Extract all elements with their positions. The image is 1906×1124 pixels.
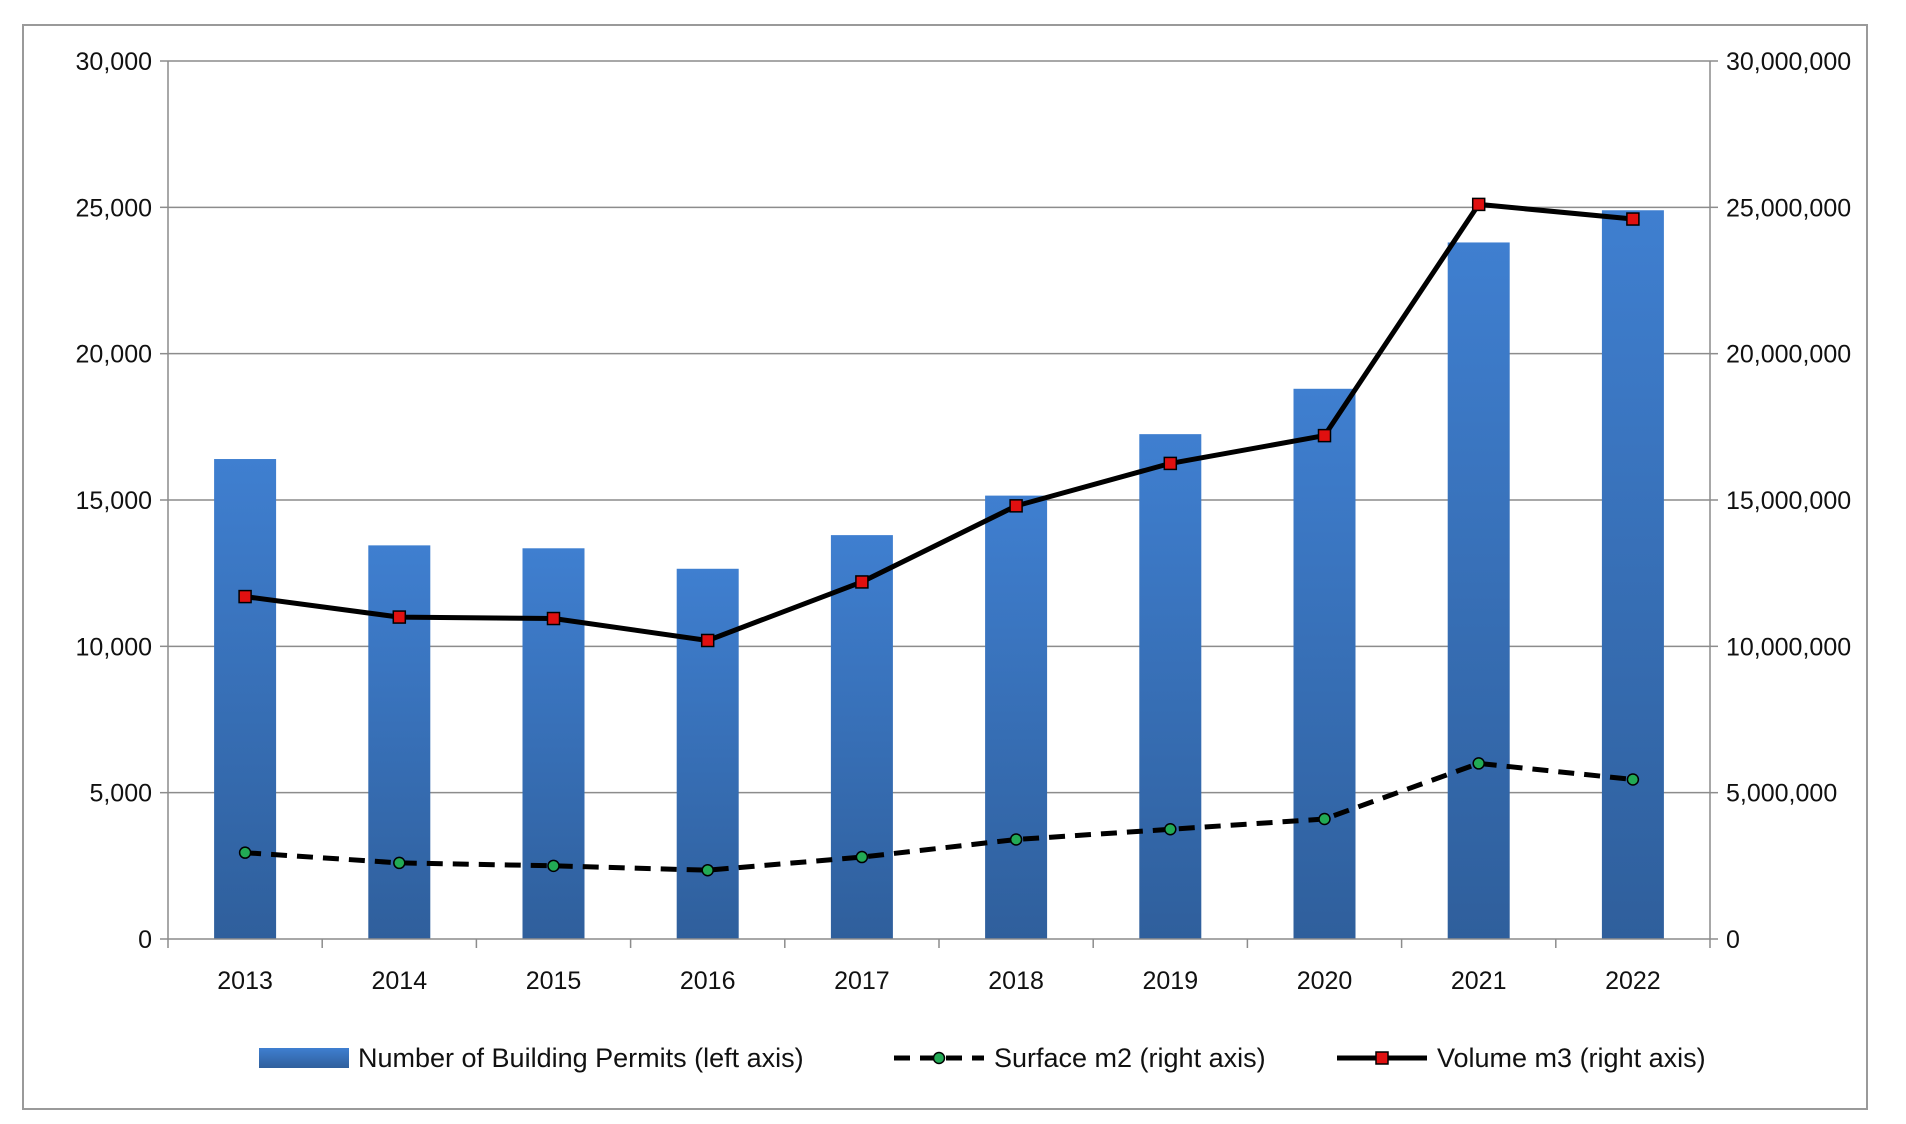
x-axis-tick-label: 2013 bbox=[217, 967, 273, 995]
data-point-surface bbox=[238, 846, 252, 859]
data-point-volume bbox=[238, 589, 252, 604]
left-axis-tick-label: 0 bbox=[138, 926, 152, 954]
left-axis-tick-label: 30,000 bbox=[76, 48, 152, 76]
bars bbox=[214, 210, 1664, 940]
bar bbox=[522, 548, 585, 939]
bar bbox=[1293, 388, 1356, 940]
data-point-surface bbox=[1318, 812, 1331, 826]
left-axis-tick-label: 10,000 bbox=[76, 633, 152, 661]
lines bbox=[238, 197, 1640, 877]
x-axis-tick-label: 2019 bbox=[1142, 967, 1198, 995]
legend: Number of Building Permits (left axis) Su… bbox=[259, 1043, 1706, 1073]
left-axis-tick-label: 20,000 bbox=[76, 341, 152, 369]
x-axis-tick-label: 2021 bbox=[1451, 967, 1507, 995]
right-axis-tick-label: 25,000,000 bbox=[1726, 194, 1851, 222]
bar bbox=[1601, 210, 1664, 939]
x-axis-tick-label: 2017 bbox=[834, 967, 890, 995]
right-axis-tick-label: 30,000,000 bbox=[1726, 48, 1851, 76]
data-point-volume bbox=[1317, 428, 1332, 443]
legend-marker-surface bbox=[932, 1051, 946, 1065]
right-axis-tick-label: 15,000,000 bbox=[1726, 487, 1851, 515]
right-axis-tick-label: 20,000,000 bbox=[1726, 341, 1851, 369]
left-axis-tick-label: 15,000 bbox=[76, 487, 152, 515]
bar bbox=[1139, 434, 1202, 939]
data-point-volume bbox=[855, 575, 869, 589]
x-axis-tick-label: 2022 bbox=[1605, 967, 1661, 995]
data-point-surface bbox=[701, 863, 714, 877]
bar bbox=[985, 495, 1048, 939]
bar bbox=[830, 535, 893, 939]
data-point-surface bbox=[547, 859, 560, 873]
data-point-volume bbox=[1163, 456, 1178, 471]
data-point-volume bbox=[546, 611, 561, 626]
legend-swatch-permits bbox=[259, 1048, 349, 1068]
legend-label-volume: Volume m3 (right axis) bbox=[1437, 1043, 1706, 1073]
right-axis-tick-label: 5,000,000 bbox=[1726, 780, 1837, 808]
x-axis-tick-label: 2015 bbox=[526, 967, 582, 995]
data-point-volume bbox=[1626, 212, 1640, 226]
combo-chart: 0 0 5,000 5,000,000 10,000 10,000,000 15,000 15… bbox=[76, 48, 1852, 1073]
legend-label-surface: Surface m2 (right axis) bbox=[994, 1043, 1266, 1073]
data-point-surface bbox=[855, 850, 869, 864]
legend-label-permits: Number of Building Permits (left axis) bbox=[358, 1043, 804, 1073]
bar bbox=[368, 545, 431, 939]
data-point-volume bbox=[392, 610, 407, 624]
x-axis-tick-label: 2014 bbox=[371, 967, 427, 995]
right-axis-tick-label: 0 bbox=[1726, 926, 1740, 954]
data-point-surface bbox=[1164, 823, 1177, 836]
x-axis-tick-label: 2016 bbox=[680, 967, 736, 995]
series-line-surface bbox=[244, 760, 1634, 873]
x-axis-tick-label: 2020 bbox=[1297, 967, 1353, 995]
legend-marker-volume bbox=[1375, 1051, 1389, 1065]
data-point-volume bbox=[1471, 197, 1486, 212]
bar bbox=[676, 568, 739, 939]
data-point-volume bbox=[700, 633, 715, 648]
data-point-surface bbox=[393, 856, 406, 870]
axes: 0 0 5,000 5,000,000 10,000 10,000,000 15,000 15… bbox=[76, 48, 1852, 995]
left-axis-tick-label: 5,000 bbox=[89, 780, 152, 808]
data-point-surface bbox=[1009, 833, 1023, 846]
series-line-volume bbox=[244, 201, 1634, 643]
bar bbox=[1447, 242, 1510, 939]
right-axis-tick-label: 10,000,000 bbox=[1726, 633, 1851, 661]
chart-frame: 0 0 5,000 5,000,000 10,000 10,000,000 15,000 15… bbox=[22, 24, 1868, 1110]
x-axis-tick-label: 2018 bbox=[988, 967, 1044, 995]
data-point-surface bbox=[1472, 757, 1485, 770]
data-point-surface bbox=[1626, 773, 1640, 786]
left-axis-tick-label: 25,000 bbox=[76, 194, 152, 222]
data-point-volume bbox=[1009, 499, 1023, 513]
bar bbox=[214, 459, 277, 939]
